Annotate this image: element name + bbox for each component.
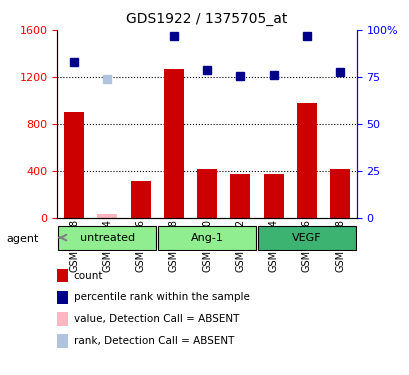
Text: rank, Detection Call = ABSENT: rank, Detection Call = ABSENT	[74, 336, 234, 346]
Bar	[64, 112, 84, 218]
Bar	[263, 174, 283, 217]
Title: GDS1922 / 1375705_at: GDS1922 / 1375705_at	[126, 12, 287, 26]
Text: agent: agent	[6, 234, 38, 244]
Bar	[329, 170, 349, 217]
Text: value, Detection Call = ABSENT: value, Detection Call = ABSENT	[74, 314, 238, 324]
FancyBboxPatch shape	[158, 226, 255, 250]
Bar	[230, 174, 249, 217]
Bar	[197, 170, 216, 217]
FancyBboxPatch shape	[257, 226, 355, 250]
Text: percentile rank within the sample: percentile rank within the sample	[74, 292, 249, 302]
Bar	[97, 214, 117, 217]
Bar	[164, 69, 183, 218]
Bar	[296, 103, 316, 218]
FancyBboxPatch shape	[58, 226, 156, 250]
Text: untreated: untreated	[79, 232, 135, 243]
Bar	[130, 181, 150, 218]
Text: VEGF: VEGF	[291, 232, 321, 243]
Text: count: count	[74, 271, 103, 280]
Text: Ang-1: Ang-1	[190, 232, 223, 243]
